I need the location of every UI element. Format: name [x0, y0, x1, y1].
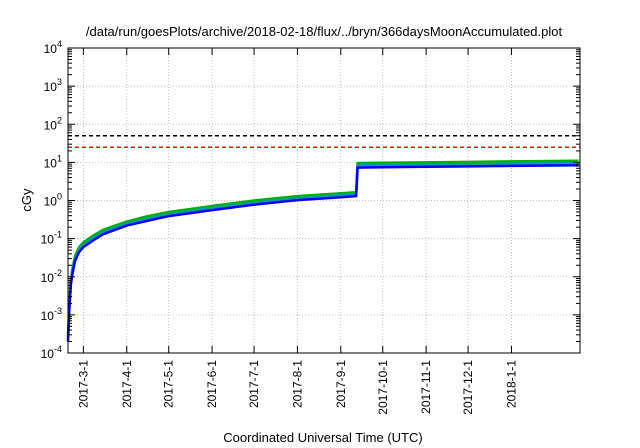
y-tick-label: 10-1	[41, 230, 62, 247]
x-tick-label: 2017-5-1	[162, 360, 176, 408]
x-tick-label: 2017-4-1	[120, 360, 134, 408]
reference-lines	[68, 134, 580, 148]
x-tick-label: 2017-3-1	[76, 360, 90, 408]
series-line	[66, 164, 579, 342]
chart-title: /data/run/goesPlots/archive/2018-02-18/f…	[86, 24, 563, 39]
x-tick-label: 2018-1-1	[504, 360, 518, 408]
series-line	[66, 159, 579, 335]
y-tick-label: 10-3	[41, 306, 62, 323]
y-tick-label: 101	[44, 153, 62, 170]
x-tick-label: 2017-9-1	[334, 360, 348, 408]
grid	[68, 48, 580, 353]
y-axis: 10-4 10-3 10-2 10-1 100 101 102 103 104	[41, 39, 580, 361]
x-tick-label: 2017-8-1	[290, 360, 304, 408]
x-tick-label: 2017-11-1	[419, 360, 433, 414]
x-tick-label: 2017-12-1	[461, 360, 475, 415]
x-tick-label: 2017-6-1	[205, 360, 219, 408]
y-tick-label: 103	[44, 77, 62, 94]
x-axis-label: Coordinated Universal Time (UTC)	[223, 430, 422, 445]
y-tick-label: 10-4	[41, 344, 62, 361]
x-tick-label: 2017-7-1	[247, 360, 261, 408]
y-tick-label: 100	[44, 192, 62, 209]
x-axis: 2017-3-1 2017-4-1 2017-5-1 2017-6-1 2017-7-1…	[76, 48, 518, 415]
y-tick-label: 10-2	[41, 268, 62, 285]
series-group	[66, 159, 579, 342]
y-axis-label: cGy	[19, 188, 34, 212]
x-tick-label: 2017-10-1	[376, 360, 390, 415]
y-tick-label: 102	[44, 115, 62, 132]
y-tick-label: 104	[44, 39, 62, 56]
series-line	[66, 161, 579, 338]
